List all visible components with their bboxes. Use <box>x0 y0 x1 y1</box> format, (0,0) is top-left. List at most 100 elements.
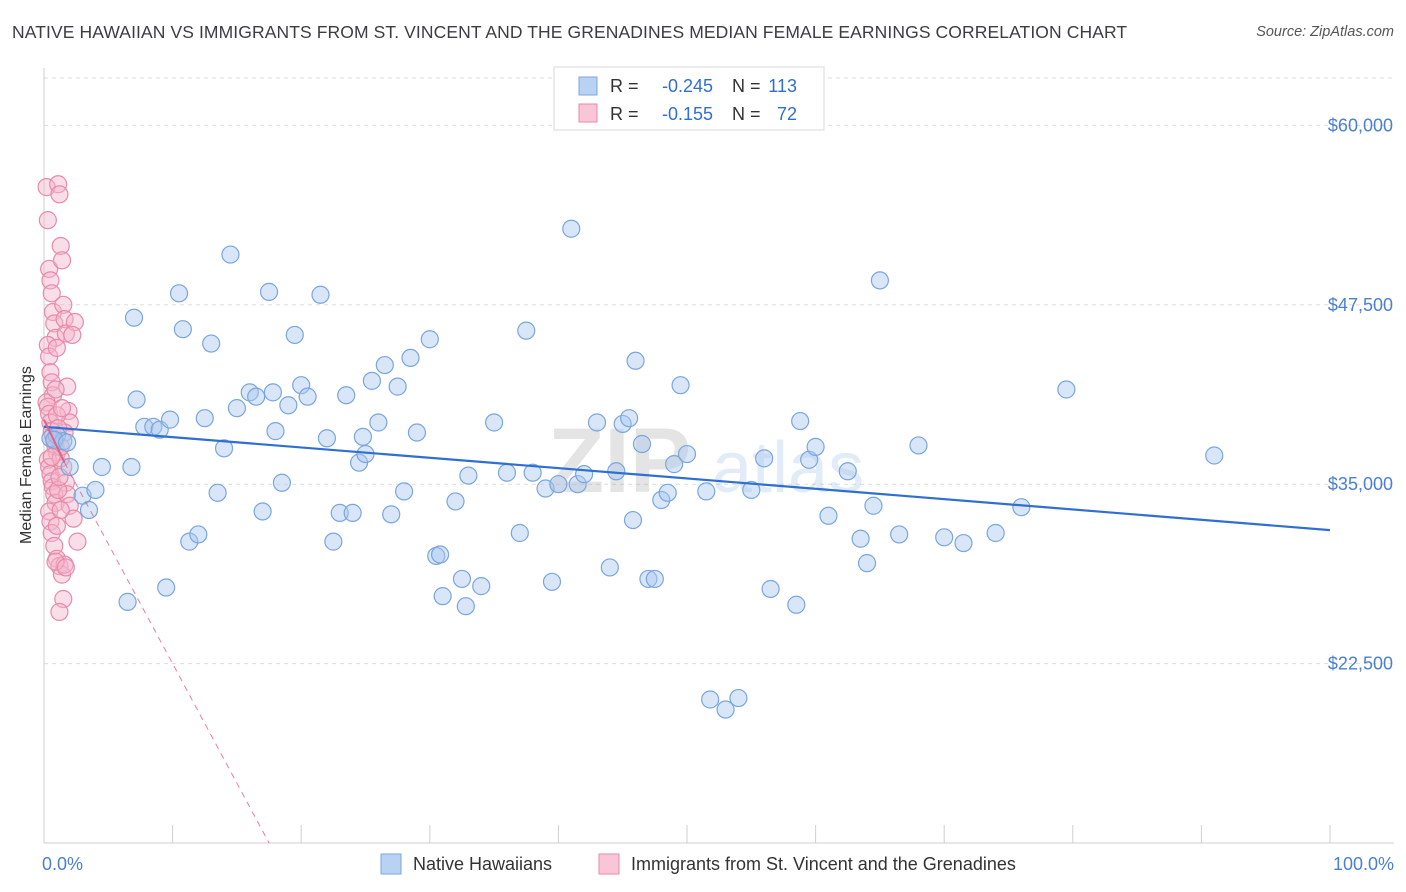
pink-trend-line-solid <box>43 419 66 464</box>
blue-point-103 <box>909 436 928 455</box>
source-credit: Source: ZipAtlas.com <box>1256 24 1394 40</box>
blue-point-115 <box>623 510 643 530</box>
blue-point-48 <box>382 505 401 524</box>
blue-series-points <box>41 219 1224 719</box>
pink-point-5 <box>43 302 63 322</box>
pink-point-3 <box>41 271 60 290</box>
pink-series-points <box>37 175 87 622</box>
blue-point-45 <box>362 371 382 390</box>
blue-point-33 <box>285 325 304 345</box>
blue-point-92 <box>787 595 806 614</box>
blue-point-84 <box>671 376 690 395</box>
blue-point-104 <box>935 528 954 547</box>
pink-point-6 <box>45 314 64 333</box>
blue-point-61 <box>485 413 504 432</box>
pink-point-1 <box>38 211 57 230</box>
legend-n-label-2: N = <box>732 104 761 124</box>
y-tick-label-0: $22,500 <box>1328 654 1393 674</box>
blue-point-20 <box>195 409 214 428</box>
blue-point-27 <box>247 387 266 406</box>
blue-point-49 <box>388 377 407 396</box>
pink-point-62 <box>51 500 70 520</box>
blue-point-79 <box>639 569 658 589</box>
pink-point-4 <box>42 284 61 303</box>
x-tick-label-1: 100.0% <box>1333 854 1394 874</box>
legend-n-value-2: 72 <box>777 104 797 124</box>
pink-point-57 <box>63 325 82 345</box>
blue-point-28 <box>253 502 272 521</box>
legend-swatch-pink <box>578 103 598 123</box>
blue-point-71 <box>575 465 594 484</box>
blue-point-31 <box>272 473 292 492</box>
pink-point-2 <box>40 259 59 279</box>
blue-point-16 <box>160 410 180 429</box>
blue-point-51 <box>401 348 420 368</box>
blue-point-87 <box>701 690 720 709</box>
legend-bottom-label-pink: Immigrants from St. Vincent and the Gren… <box>631 854 1016 874</box>
legend-n-value-1: 113 <box>768 76 797 96</box>
blue-point-23 <box>214 439 234 458</box>
blue-point-100 <box>864 496 883 515</box>
chart-title: NATIVE HAWAIIAN VS IMMIGRANTS FROM ST. V… <box>12 22 1128 42</box>
blue-point-91 <box>755 449 774 468</box>
blue-point-62 <box>497 463 517 482</box>
blue-point-106 <box>986 523 1005 543</box>
blue-point-22 <box>208 483 227 502</box>
blue-point-111 <box>58 433 77 452</box>
blue-point-37 <box>317 429 337 448</box>
pink-point-65 <box>52 399 72 418</box>
y-axis-label: Median Female Earnings <box>18 366 35 544</box>
blue-point-5 <box>79 500 99 520</box>
legend-r-value-1: -0.245 <box>662 76 713 96</box>
blue-point-69 <box>562 219 581 238</box>
pink-trend-line-dashed <box>64 462 270 844</box>
blue-point-113 <box>472 577 491 596</box>
legend-r-label-2: R = <box>610 104 639 124</box>
blue-point-86 <box>697 482 716 501</box>
blue-point-77 <box>626 351 645 370</box>
blue-point-57 <box>446 492 465 511</box>
blue-point-58 <box>452 569 472 589</box>
blue-point-47 <box>375 355 394 375</box>
blue-point-64 <box>517 321 536 340</box>
blue-point-109 <box>1205 446 1224 465</box>
blue-point-95 <box>806 437 825 456</box>
pink-point-49 <box>58 485 77 504</box>
pink-point-40 <box>54 295 73 314</box>
x-tick-label-0: 0.0% <box>42 854 83 874</box>
pink-point-55 <box>50 602 69 622</box>
y-tick-labels: $22,500 $35,000 $47,500 $60,000 <box>1328 115 1393 673</box>
blue-point-65 <box>523 463 542 482</box>
blue-point-18 <box>173 320 192 339</box>
blue-point-38 <box>324 532 343 551</box>
blue-point-9 <box>122 457 141 477</box>
blue-point-15 <box>157 578 176 597</box>
pink-point-61 <box>49 480 68 500</box>
blue-point-72 <box>587 413 607 432</box>
blue-point-41 <box>343 503 362 523</box>
blue-point-85 <box>677 444 697 464</box>
blue-point-8 <box>118 592 137 611</box>
blue-point-68 <box>549 475 568 494</box>
blue-point-76 <box>620 409 639 428</box>
blue-point-55 <box>430 545 450 564</box>
pink-point-69 <box>56 558 75 577</box>
blue-point-116 <box>266 422 285 441</box>
legend-swatch-blue <box>578 76 598 96</box>
pink-point-39 <box>52 251 72 270</box>
pink-point-64 <box>46 552 65 571</box>
y-tick-label-1: $35,000 <box>1328 474 1393 494</box>
blue-point-32 <box>279 396 298 415</box>
blue-point-83 <box>665 455 684 474</box>
blue-point-29 <box>259 282 279 301</box>
pink-point-37 <box>50 185 69 204</box>
blue-point-89 <box>729 688 748 708</box>
blue-point-10 <box>124 308 144 327</box>
blue-point-99 <box>857 554 877 573</box>
blue-point-67 <box>542 572 562 591</box>
blue-point-108 <box>1057 380 1076 399</box>
blue-point-93 <box>791 411 810 431</box>
pink-point-63 <box>47 516 66 535</box>
pink-point-38 <box>51 236 70 256</box>
legend-top-box <box>553 66 825 131</box>
